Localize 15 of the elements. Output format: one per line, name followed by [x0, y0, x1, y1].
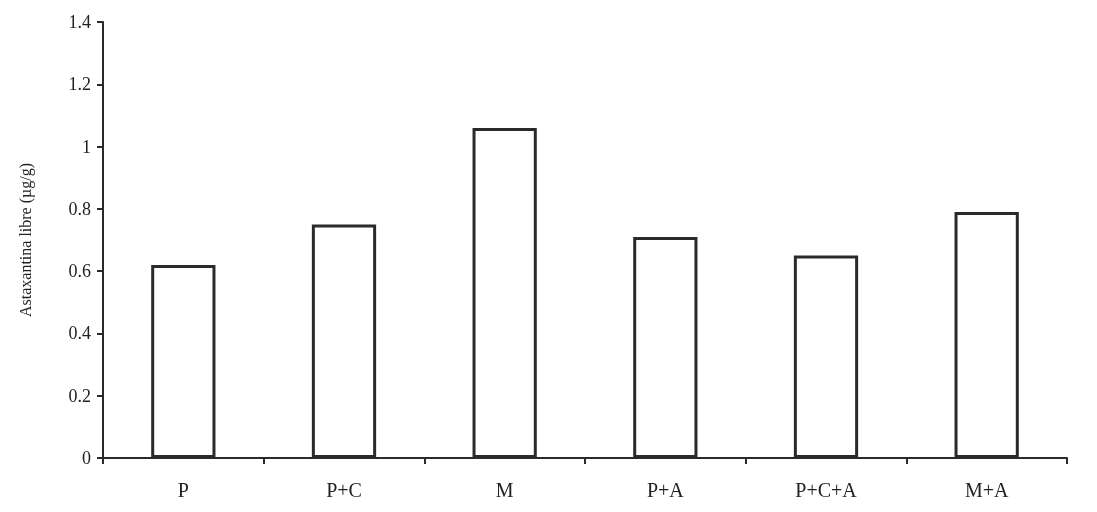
y-tick-label: 0.2: [68, 385, 91, 406]
y-tick-label: 0.8: [68, 198, 91, 219]
y-axis-title: Astaxantina libre (µg/g): [16, 162, 35, 318]
y-tick-label: 1.2: [68, 74, 91, 95]
y-tick-label: 0.6: [68, 261, 91, 282]
x-tick-label: P: [177, 479, 189, 501]
x-tick-label: P+C+A: [795, 479, 858, 501]
x-tick-label: M: [495, 479, 514, 501]
x-tick-label: P+C: [326, 479, 362, 501]
y-tick-label: 0: [82, 448, 91, 468]
y-tick-label: 1: [82, 136, 91, 157]
y-tick-label: 0.4: [68, 323, 91, 344]
x-tick-label: P+A: [646, 479, 685, 501]
x-tick-label: M+A: [964, 479, 1009, 501]
y-tick-label: 1.4: [68, 12, 91, 32]
